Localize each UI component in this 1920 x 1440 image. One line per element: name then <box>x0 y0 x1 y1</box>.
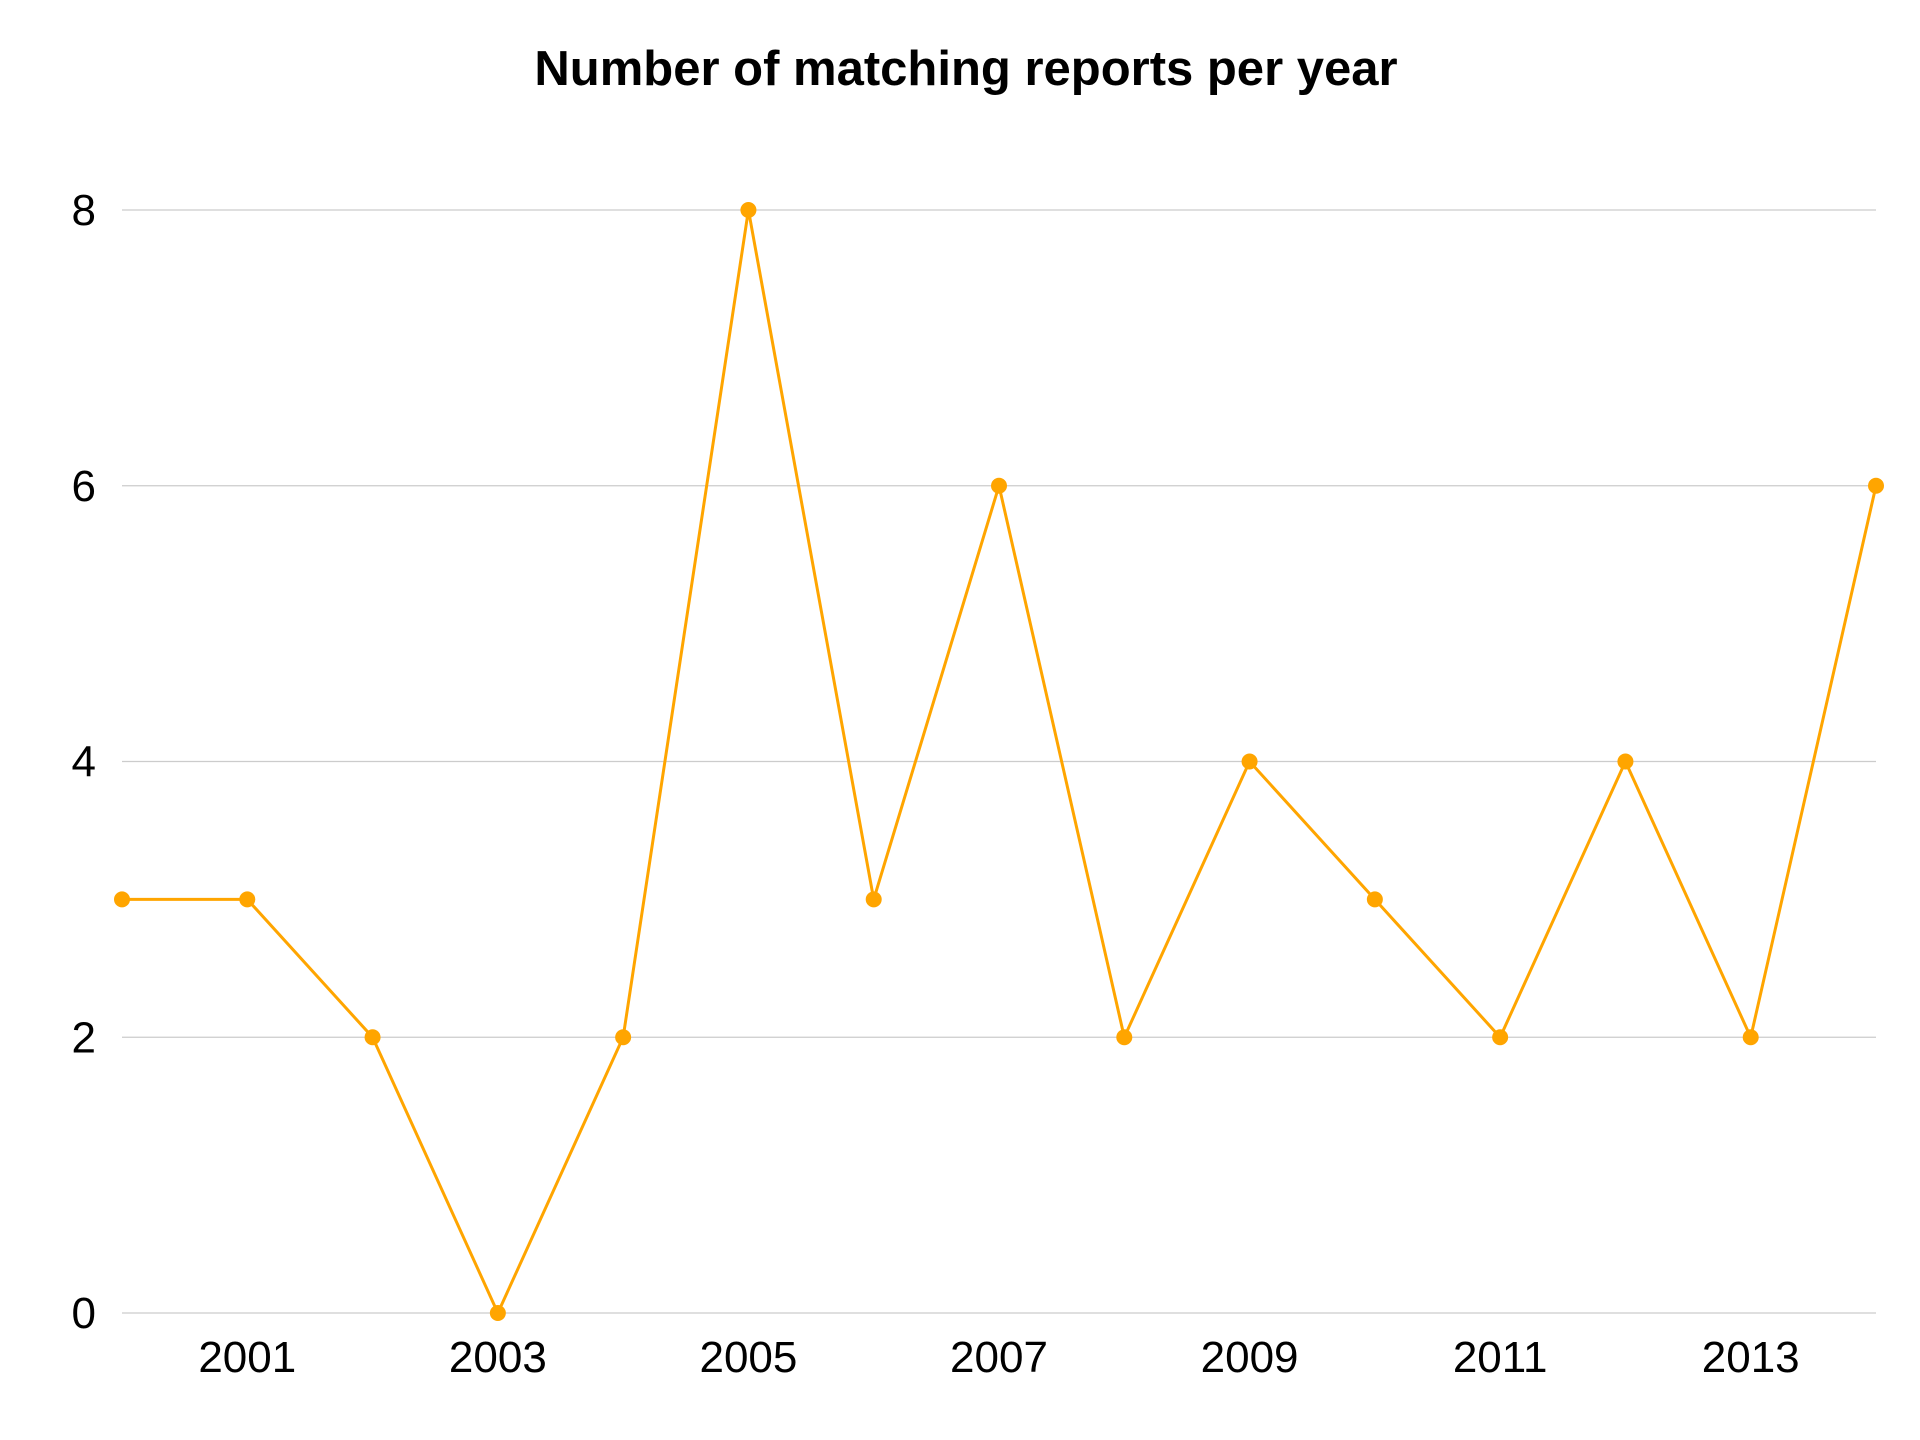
y-tick-label: 0 <box>72 1289 96 1338</box>
data-point-2014[interactable] <box>1868 477 1884 494</box>
data-point-2011[interactable] <box>1492 1029 1509 1046</box>
data-point-2003[interactable] <box>489 1305 506 1321</box>
data-point-2012[interactable] <box>1617 753 1634 770</box>
data-point-2013[interactable] <box>1742 1029 1759 1046</box>
data-point-2005[interactable] <box>740 202 757 218</box>
data-point-2000[interactable] <box>114 891 130 908</box>
data-point-2002[interactable] <box>364 1029 381 1046</box>
gridlines <box>122 209 1876 1314</box>
x-tick-label: 2013 <box>1702 1333 1800 1382</box>
data-point-2009[interactable] <box>1241 753 1258 770</box>
data-point-2007[interactable] <box>991 477 1007 494</box>
x-tick-label: 2003 <box>449 1333 547 1382</box>
data-point-2004[interactable] <box>615 1029 632 1046</box>
x-tick-label: 2011 <box>1453 1333 1548 1382</box>
y-tick-label: 4 <box>72 738 96 787</box>
x-tick-label: 2005 <box>699 1333 797 1382</box>
data-point-2008[interactable] <box>1116 1029 1133 1046</box>
data-point-2006[interactable] <box>865 891 882 908</box>
x-tick-label: 2007 <box>950 1333 1048 1382</box>
series-layer <box>114 202 1884 1321</box>
y-tick-label: 6 <box>72 462 96 511</box>
data-point-2001[interactable] <box>239 891 256 908</box>
y-tick-label: 2 <box>72 1013 96 1062</box>
y-tick-label: 8 <box>72 186 96 235</box>
x-axis: 2001 2003 2005 2007 2009 2011 2013 <box>198 1333 1799 1382</box>
y-axis: 0 2 4 6 8 <box>72 186 96 1338</box>
chart-title: Number of matching reports per year <box>534 42 1397 96</box>
data-point-2010[interactable] <box>1366 891 1383 908</box>
x-tick-label: 2009 <box>1201 1333 1299 1382</box>
x-tick-label: 2001 <box>198 1333 296 1382</box>
